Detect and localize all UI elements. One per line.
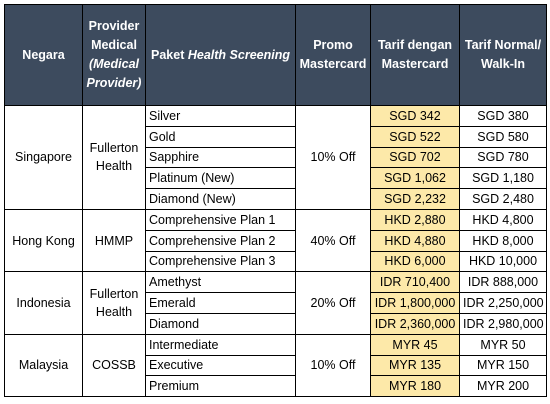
promo-price-cell: SGD 2,232: [370, 188, 460, 210]
package-cell: Sapphire: [145, 146, 296, 169]
normal-price-cell: SGD 380: [459, 105, 547, 127]
promo-price-cell: HKD 6,000: [370, 250, 460, 273]
promo-price-cell: IDR 2,360,000: [370, 312, 460, 335]
normal-price-cell: MYR 50: [459, 333, 547, 356]
header-text: Paket: [151, 47, 185, 62]
normal-price-cell: SGD 2,480: [459, 188, 547, 210]
header-text: (Medical Provider): [86, 57, 142, 90]
normal-price-cell: SGD 580: [459, 125, 547, 148]
normal-price-cell: MYR 200: [459, 375, 547, 398]
column-header: Paket Health Screening: [145, 4, 296, 106]
table-row: Platinum (New) SGD 1,062 SGD 1,180: [5, 167, 547, 190]
package-cell: Amethyst: [145, 271, 296, 294]
promo-price-cell: SGD 702: [370, 146, 460, 169]
header-text: Tarif dengan Mastercard: [377, 38, 453, 71]
normal-price-cell: HKD 4,800: [459, 208, 547, 231]
table-row: Comprehensive Plan 3 HKD 6,000 HKD 10,000: [5, 250, 547, 273]
column-header: Negara: [4, 4, 83, 106]
normal-price-cell: IDR 2,250,000: [459, 292, 547, 314]
header-text: Negara: [22, 47, 65, 62]
header-text: Promo Mastercard: [299, 38, 367, 71]
package-cell: Silver: [145, 105, 296, 127]
normal-price-cell: HKD 8,000: [459, 229, 547, 252]
promo-price-cell: IDR 710,400: [370, 271, 460, 294]
normal-price-cell: IDR 888,000: [459, 271, 547, 294]
normal-price-cell: IDR 2,980,000: [459, 312, 547, 335]
promo-cell: 10% Off: [295, 105, 371, 210]
normal-price-cell: MYR 150: [459, 354, 547, 377]
package-cell: Platinum (New): [145, 167, 296, 190]
package-cell: Intermediate: [145, 333, 296, 356]
column-header: Tarif dengan Mastercard: [370, 4, 460, 106]
package-cell: Diamond (New): [145, 188, 296, 210]
promo-price-cell: IDR 1,800,000: [370, 292, 460, 314]
column-header: Provider Medical (Medical Provider): [82, 4, 146, 106]
header-text: Provider Medical: [88, 19, 140, 52]
country-cell: Hong Kong: [4, 208, 83, 273]
package-cell: Diamond: [145, 312, 296, 335]
country-cell: Malaysia: [4, 333, 83, 398]
table-row: Indonesia Fullerton Health Amethyst 20% Off…: [4, 271, 547, 335]
header-text: Tarif Normal/Walk-In: [464, 38, 542, 71]
package-cell: Executive: [145, 354, 296, 377]
country-cell: Singapore: [4, 105, 83, 210]
normal-price-cell: SGD 780: [459, 146, 547, 169]
promo-price-cell: HKD 4,880: [370, 229, 460, 252]
package-cell: Gold: [145, 125, 296, 148]
promo-price-cell: MYR 45: [370, 333, 460, 356]
table-row: Gold SGD 522 SGD 580: [5, 125, 547, 148]
provider-cell: HMMP: [82, 208, 146, 273]
table-row: Premium MYR 180 MYR 200: [5, 375, 547, 398]
promo-price-cell: SGD 1,062: [370, 167, 460, 190]
promo-price-cell: SGD 342: [370, 105, 460, 127]
table-row: Malaysia COSSB Intermediate 10% Off MYR 45 MY…: [4, 333, 547, 398]
package-cell: Premium: [145, 375, 296, 398]
table-row: Hong Kong HMMP Comprehensive Plan 1 40% Off…: [4, 208, 547, 273]
header-text: Health Screening: [187, 47, 290, 62]
price-table: Negara Provider Medical (Medical Provider…: [4, 4, 547, 398]
provider-cell: Fullerton Health: [82, 105, 146, 210]
header-row: Negara Provider Medical (Medical Provider…: [4, 4, 547, 106]
provider-cell: COSSB: [82, 333, 146, 398]
package-cell: Emerald: [145, 292, 296, 314]
table-row: Singapore Fullerton Health Silver 10% Off SG…: [4, 105, 547, 210]
normal-price-cell: HKD 10,000: [459, 250, 547, 273]
promo-cell: 20% Off: [295, 271, 371, 335]
country-cell: Indonesia: [4, 271, 83, 335]
table-row: Diamond IDR 2,360,000 IDR 2,980,000: [5, 312, 547, 335]
column-header: Promo Mastercard: [295, 4, 371, 106]
table-body: Singapore Fullerton Health Silver 10% Off SG…: [4, 105, 547, 398]
promo-cell: 10% Off: [295, 333, 371, 398]
promo-price-cell: MYR 180: [370, 375, 460, 398]
column-header: Tarif Normal/Walk-In: [459, 4, 547, 106]
promo-price-cell: SGD 522: [370, 125, 460, 148]
package-cell: Comprehensive Plan 1: [145, 208, 296, 231]
provider-cell: Fullerton Health: [82, 271, 146, 335]
package-cell: Comprehensive Plan 3: [145, 250, 296, 273]
promo-price-cell: HKD 2,880: [370, 208, 460, 231]
package-cell: Comprehensive Plan 2: [145, 229, 296, 252]
table-row: Diamond (New) SGD 2,232 SGD 2,480: [5, 188, 547, 210]
promo-price-cell: MYR 135: [370, 354, 460, 377]
normal-price-cell: SGD 1,180: [459, 167, 547, 190]
promo-cell: 40% Off: [295, 208, 371, 273]
